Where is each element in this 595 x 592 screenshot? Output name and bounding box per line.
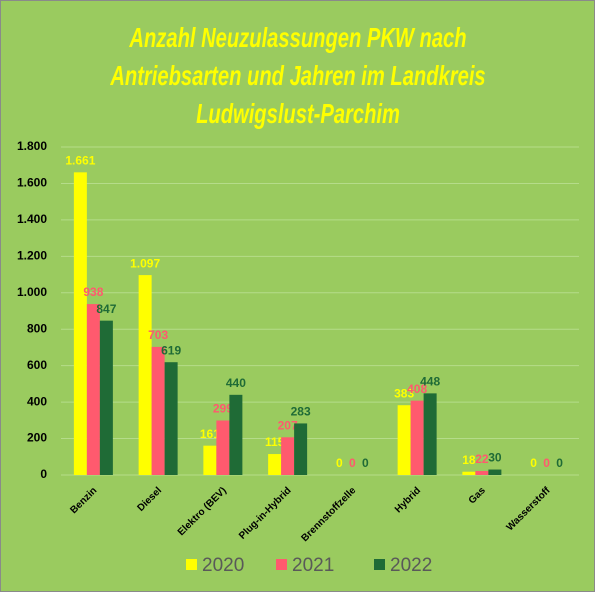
value-label: 0 <box>543 456 550 470</box>
value-label: 847 <box>96 302 116 316</box>
value-label: 299 <box>213 402 233 416</box>
chart-title: Anzahl Neuzulassungen PKW nach Antriebsa… <box>110 22 486 129</box>
x-tick-label: Hybrid <box>393 485 423 515</box>
bar <box>281 437 295 475</box>
bar <box>138 275 152 475</box>
value-label: 1.097 <box>130 256 160 270</box>
value-label: 619 <box>161 343 181 357</box>
bar <box>99 320 113 475</box>
legend-swatch <box>186 559 197 570</box>
bar <box>268 454 282 475</box>
bar <box>164 362 178 475</box>
value-label: 703 <box>148 328 168 342</box>
bar <box>216 420 230 475</box>
x-tick-label: Wasserstoff <box>505 485 553 533</box>
value-label: 0 <box>556 456 563 470</box>
legend-swatch <box>276 559 287 570</box>
value-label: 22 <box>475 452 489 466</box>
bar <box>423 393 437 475</box>
value-label: 0 <box>336 456 343 470</box>
value-label: 207 <box>278 418 298 432</box>
x-tick-label: Gas <box>467 485 488 506</box>
value-label: 448 <box>420 375 440 389</box>
y-tick-label: 1.600 <box>17 176 47 190</box>
y-tick-label: 1.000 <box>17 285 47 299</box>
bar <box>86 304 100 475</box>
legend-label: 2021 <box>292 555 334 576</box>
value-label: 938 <box>83 285 103 299</box>
value-label: 1.661 <box>65 154 95 168</box>
bar <box>397 405 411 475</box>
value-label: 283 <box>291 405 311 419</box>
bar <box>488 469 502 475</box>
y-tick-label: 800 <box>27 321 47 335</box>
bar <box>410 400 424 475</box>
y-tick-label: 1.800 <box>17 139 47 153</box>
bar <box>462 471 476 475</box>
y-tick-label: 1.200 <box>17 249 47 263</box>
value-label: 30 <box>488 451 502 465</box>
value-label: 0 <box>362 456 369 470</box>
bar <box>294 423 308 475</box>
x-tick-label: Elektro (BEV) <box>176 485 229 538</box>
value-label: 115 <box>265 435 285 449</box>
y-tick-label: 1.400 <box>17 212 47 226</box>
legend-swatch <box>374 559 385 570</box>
y-tick-label: 400 <box>27 394 47 408</box>
value-label: 161 <box>200 427 220 441</box>
value-label: 383 <box>394 386 414 400</box>
value-label: 440 <box>226 376 246 390</box>
y-tick-label: 200 <box>27 431 47 445</box>
bar <box>151 346 165 475</box>
value-label: 0 <box>530 456 537 470</box>
bar <box>73 172 87 475</box>
x-tick-label: Plug-in-Hybrid <box>237 485 293 541</box>
value-label: 18 <box>462 453 476 467</box>
value-label: 408 <box>407 382 427 396</box>
legend-label: 2022 <box>390 555 432 576</box>
x-tick-label: Brennstoffzelle <box>300 485 359 544</box>
legend-label: 2020 <box>202 555 244 576</box>
x-tick-label: Benzin <box>68 485 99 516</box>
y-tick-label: 0 <box>40 467 47 481</box>
value-label: 0 <box>349 456 356 470</box>
x-tick-label: Diesel <box>135 485 164 514</box>
bar <box>229 394 243 475</box>
bar <box>475 470 489 475</box>
bar <box>203 445 217 475</box>
y-tick-label: 600 <box>27 358 47 372</box>
